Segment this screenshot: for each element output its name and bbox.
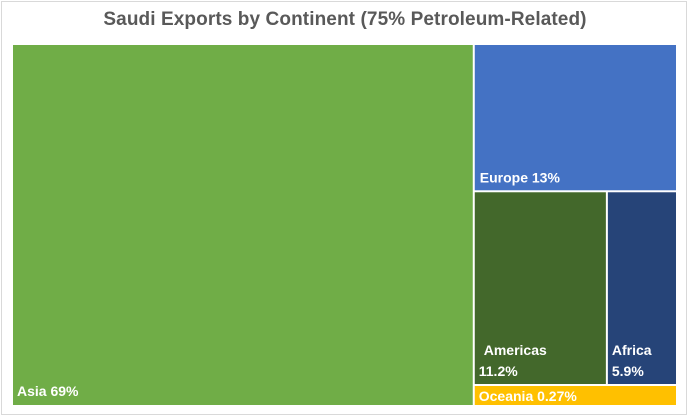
label-asia: Asia 69% [17, 383, 79, 399]
label-europe: Europe 13% [480, 169, 561, 185]
tile-oceania [474, 386, 676, 405]
chart-title: Saudi Exports by Continent (75% Petroleu… [103, 9, 587, 30]
label-americas-name: Americas [484, 342, 547, 358]
tile-europe [474, 45, 676, 191]
label-africa-value: 5.9% [612, 363, 644, 379]
label-oceania: Oceania 0.27% [479, 388, 578, 404]
tile-africa [607, 192, 676, 384]
tile-asia [13, 45, 473, 405]
label-africa-name: Africa [612, 342, 652, 358]
label-americas-value: 11.2% [479, 363, 518, 379]
tile-americas [474, 192, 606, 384]
